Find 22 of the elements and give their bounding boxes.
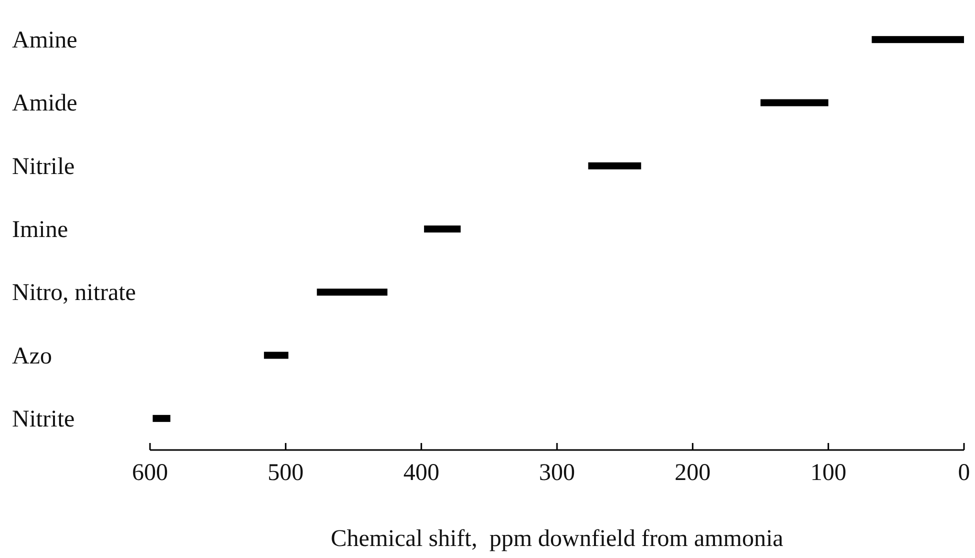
y-tick-label: Amide (12, 90, 78, 117)
bar (588, 162, 642, 170)
x-tick-label: 100 (810, 460, 846, 486)
y-tick-label: Imine (12, 217, 68, 243)
y-tick-label: Nitrile (12, 154, 75, 180)
x-tick-label: 400 (403, 460, 440, 486)
x-tick-label: 200 (674, 460, 711, 486)
x-tick-label: 600 (132, 460, 168, 486)
x-tick-label: 300 (539, 460, 575, 486)
y-tick-label: Nitro, nitrate (12, 280, 136, 306)
x-tick-label: 0 (958, 460, 970, 486)
bar (152, 414, 170, 422)
bar (872, 36, 964, 44)
y-tick-label: Nitrite (12, 406, 75, 432)
x-tick-label: 500 (268, 460, 304, 486)
bar (424, 226, 461, 232)
bar (316, 288, 388, 296)
bar (264, 352, 288, 359)
x-axis-title: Chemical shift, ppm downfield from ammonia (330, 526, 784, 552)
y-tick-label: Azo (12, 343, 52, 370)
y-tick-label: Amine (12, 28, 78, 54)
bar (760, 99, 828, 106)
